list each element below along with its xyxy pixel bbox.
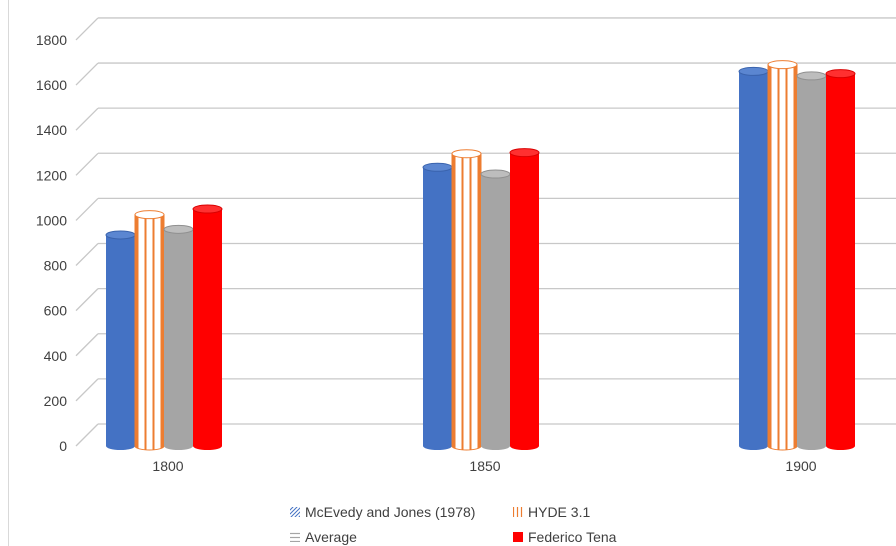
bar-top bbox=[192, 204, 223, 214]
gridline-diagonal bbox=[75, 378, 99, 402]
bar bbox=[480, 169, 511, 450]
bar bbox=[134, 210, 165, 451]
bar-body bbox=[134, 214, 165, 451]
bar bbox=[192, 204, 223, 450]
bar-body bbox=[739, 71, 768, 450]
bar-body bbox=[510, 152, 539, 450]
bar-body bbox=[451, 153, 482, 451]
gridline-diagonal bbox=[75, 333, 99, 357]
bar-top bbox=[767, 60, 798, 70]
bar bbox=[451, 149, 482, 451]
bar-top bbox=[163, 224, 194, 234]
bar-top bbox=[738, 66, 769, 76]
bar-top bbox=[825, 69, 856, 79]
legend-swatch bbox=[290, 532, 300, 542]
y-tick-label: 0 bbox=[59, 438, 67, 454]
bar-body bbox=[423, 167, 452, 450]
gridline-diagonal bbox=[75, 152, 99, 176]
bar-body bbox=[797, 75, 826, 451]
gridline-diagonal bbox=[75, 62, 99, 86]
gridline-diagonal bbox=[75, 243, 99, 266]
y-tick-label: 1000 bbox=[36, 212, 67, 228]
legend-label: Average bbox=[305, 529, 357, 545]
bar bbox=[422, 162, 453, 450]
legend-label: HYDE 3.1 bbox=[528, 504, 590, 520]
legend-label: McEvedy and Jones (1978) bbox=[305, 504, 475, 520]
y-tick-label: 1800 bbox=[36, 32, 67, 48]
bar bbox=[738, 66, 769, 450]
y-tick-label: 1200 bbox=[36, 167, 67, 183]
bar-top bbox=[480, 169, 511, 179]
bar-top bbox=[105, 230, 136, 240]
legend: McEvedy and Jones (1978) HYDE 3.1 Average F… bbox=[290, 504, 617, 545]
bar-body bbox=[106, 234, 135, 450]
x-category-label: 1900 bbox=[785, 458, 816, 474]
bar bbox=[163, 224, 194, 450]
gridline-diagonal bbox=[75, 288, 99, 312]
bar-top bbox=[134, 210, 165, 220]
bar bbox=[825, 69, 856, 450]
bar-body bbox=[481, 174, 510, 450]
bar bbox=[509, 148, 540, 450]
legend-item: HYDE 3.1 bbox=[513, 504, 590, 520]
gridline-diagonal bbox=[75, 197, 99, 221]
bar-top bbox=[422, 162, 453, 172]
bars bbox=[105, 60, 856, 451]
bar-top bbox=[451, 149, 482, 159]
legend-swatch bbox=[290, 507, 300, 517]
legend-swatch bbox=[513, 507, 523, 517]
gridline-diagonal bbox=[75, 17, 99, 41]
y-tick-label: 1600 bbox=[36, 77, 67, 93]
bar-body bbox=[767, 64, 798, 451]
bar-top bbox=[509, 148, 540, 158]
gridline-diagonal bbox=[75, 423, 99, 447]
bar-body bbox=[826, 73, 855, 450]
y-tick-label: 400 bbox=[44, 348, 68, 364]
legend-swatch bbox=[513, 532, 523, 542]
legend-item: Average bbox=[290, 529, 357, 545]
legend-label: Federico Tena bbox=[528, 529, 617, 545]
bar bbox=[767, 60, 798, 451]
y-tick-label: 600 bbox=[44, 303, 68, 319]
y-tick-label: 1400 bbox=[36, 122, 67, 138]
x-category-label: 1850 bbox=[469, 458, 500, 474]
legend-item: McEvedy and Jones (1978) bbox=[290, 504, 475, 520]
bar-top bbox=[796, 71, 827, 81]
bar-body bbox=[164, 229, 193, 450]
y-axis-ticks: 0 200 400 600 800 1000 1200 1400 1600 1800 bbox=[36, 32, 67, 454]
bar bbox=[796, 71, 827, 451]
y-tick-label: 800 bbox=[44, 258, 68, 274]
bar-body bbox=[193, 209, 222, 450]
x-axis-categories: 1800 1850 1900 bbox=[152, 458, 816, 474]
x-category-label: 1800 bbox=[152, 458, 183, 474]
y-tick-label: 200 bbox=[44, 393, 68, 409]
chart-frame bbox=[8, 0, 896, 546]
gridline-diagonal bbox=[75, 107, 99, 131]
bar bbox=[105, 230, 136, 450]
legend-item: Federico Tena bbox=[513, 529, 617, 545]
